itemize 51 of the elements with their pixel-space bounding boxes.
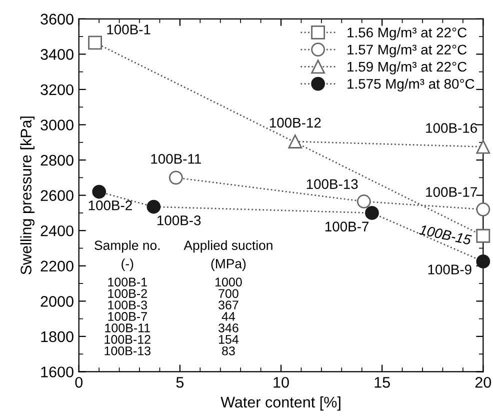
y-tick-label: 1800 — [41, 331, 74, 342]
annotation: 100B-11 — [151, 154, 201, 164]
annotation: 700 — [218, 289, 238, 298]
x-tick-label: 5 — [176, 377, 184, 388]
annotation: 100B-16 — [426, 123, 477, 133]
y-tick-label: 2000 — [40, 296, 74, 307]
annotation: 100B-2 — [108, 289, 147, 298]
annotation: 44 — [222, 312, 236, 321]
legend-label: 1.575 Mg/m³ at 80°C — [348, 78, 474, 92]
annotation: 100B-3 — [158, 215, 201, 226]
y-tick-label: 2800 — [40, 154, 74, 166]
x-tick-label: 0 — [75, 376, 83, 388]
y-tick-label: 2600 — [40, 190, 74, 201]
annotation: 100B-9 — [428, 264, 472, 274]
annotation: 100B-7 — [108, 312, 147, 321]
annotation: 1000 — [216, 278, 242, 287]
annotation: 154 — [218, 335, 239, 344]
annotation: 100B-7 — [325, 222, 368, 232]
annotation: 100B-13 — [104, 346, 150, 356]
y-tick-label: 3200 — [40, 84, 74, 96]
y-tick-label: 1600 — [41, 366, 74, 378]
annotation: 100B-15 — [418, 224, 472, 245]
y-tick-label: 3600 — [40, 14, 74, 25]
annotation: 100B-3 — [108, 300, 147, 310]
x-axis-title: Water content [%] — [220, 396, 340, 411]
annotation: Applied suction — [184, 240, 272, 253]
annotation: 100B-1 — [108, 278, 147, 287]
legend-label: 1.59 Mg/m³ at 22°C — [348, 61, 467, 74]
annotation: 83 — [222, 346, 235, 356]
y-axis-title: Swelling pressure [kPa] — [20, 116, 34, 274]
y-tick-label: 2400 — [40, 225, 74, 236]
annotation: 100B-17 — [426, 187, 477, 197]
annotation: (MPa) — [211, 258, 246, 271]
y-tick-label: 3400 — [40, 49, 74, 60]
x-tick-label: 15 — [374, 377, 390, 388]
annotation: 100B-12 — [104, 334, 150, 344]
annotation: 100B-13 — [306, 179, 358, 190]
legend-label: 1.57 Mg/m³ at 22°C — [348, 44, 467, 58]
annotation: 100B-2 — [88, 200, 132, 210]
y-tick-label: 2200 — [40, 260, 74, 272]
annotation: 367 — [218, 300, 238, 310]
annotation: 346 — [218, 324, 238, 332]
x-tick-label: 10 — [274, 376, 289, 388]
legend-label: 1.56 Mg/m³ at 22°C — [348, 27, 467, 40]
annotation: Sample no. — [94, 240, 160, 253]
annotation: 100B-11 — [105, 324, 150, 332]
annotation: 100B-12 — [270, 118, 321, 128]
annotation: 100B-1 — [107, 24, 150, 34]
annotation: (-) — [122, 258, 134, 271]
y-tick-label: 3000 — [40, 120, 74, 130]
x-tick-label: 20 — [475, 376, 492, 388]
